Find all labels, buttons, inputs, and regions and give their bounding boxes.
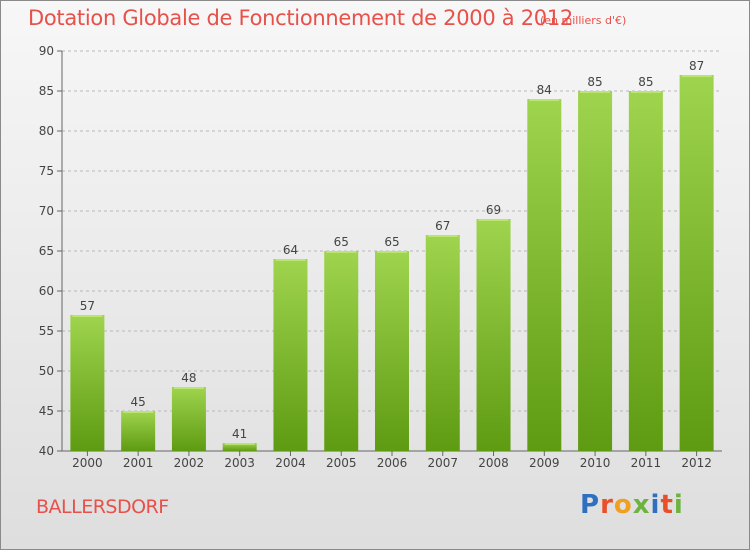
x-tick-label: 2008	[478, 456, 509, 470]
bar	[375, 251, 409, 451]
data-label: 85	[587, 75, 602, 89]
bar	[222, 443, 257, 451]
y-tick-label: 75	[39, 164, 54, 178]
commune-name: BALLERSDORF	[36, 496, 169, 518]
y-tick-label: 40	[39, 444, 54, 458]
y-tick-label: 45	[39, 404, 54, 418]
y-tick-label: 80	[39, 124, 54, 138]
data-label: 84	[537, 83, 552, 97]
x-tick-label: 2002	[174, 456, 205, 470]
x-tick-label: 2001	[123, 456, 154, 470]
chart-subtitle: (en milliers d'€)	[540, 14, 627, 27]
chart-title: Dotation Globale de Fonctionnement de 20…	[28, 6, 573, 30]
bar	[628, 91, 663, 451]
logo-letter: x	[632, 490, 651, 520]
bar	[527, 99, 562, 451]
bar	[578, 91, 613, 451]
x-tick-label: 2007	[427, 456, 458, 470]
logo-letter: r	[600, 490, 614, 520]
bar	[171, 387, 206, 451]
logo-letter: i	[650, 490, 661, 520]
data-label: 87	[689, 59, 704, 73]
logo-letter: P	[580, 490, 601, 520]
data-label: 45	[131, 395, 146, 409]
y-tick-label: 50	[39, 364, 54, 378]
data-label: 41	[232, 427, 247, 441]
bar	[70, 315, 105, 451]
logo-letter: i	[673, 490, 684, 520]
bar	[121, 411, 156, 451]
data-label: 65	[384, 235, 399, 249]
data-label: 85	[638, 75, 653, 89]
bar	[425, 235, 460, 451]
bar	[476, 219, 511, 451]
logo-letter: o	[613, 490, 633, 520]
y-tick-label: 85	[39, 84, 54, 98]
logo-letter: t	[660, 490, 674, 520]
y-tick-label: 55	[39, 324, 54, 338]
data-label: 67	[435, 219, 450, 233]
bar	[273, 259, 308, 451]
y-tick-label: 60	[39, 284, 54, 298]
data-label: 69	[486, 203, 501, 217]
data-label: 65	[334, 235, 349, 249]
x-tick-label: 2010	[580, 456, 611, 470]
x-tick-label: 2012	[681, 456, 712, 470]
y-tick-label: 65	[39, 244, 54, 258]
y-tick-label: 70	[39, 204, 54, 218]
proxiti-logo: Proxiti	[580, 490, 684, 520]
data-label: 64	[283, 243, 298, 257]
bar	[324, 251, 359, 451]
data-label: 57	[80, 299, 95, 313]
bar	[679, 75, 714, 451]
x-tick-label: 2006	[377, 456, 408, 470]
y-tick-label: 90	[39, 44, 54, 58]
x-tick-label: 2011	[631, 456, 662, 470]
x-tick-label: 2003	[224, 456, 255, 470]
data-label: 48	[181, 371, 196, 385]
x-tick-label: 2005	[326, 456, 357, 470]
x-tick-label: 2000	[72, 456, 103, 470]
x-tick-label: 2004	[275, 456, 306, 470]
x-tick-label: 2009	[529, 456, 560, 470]
